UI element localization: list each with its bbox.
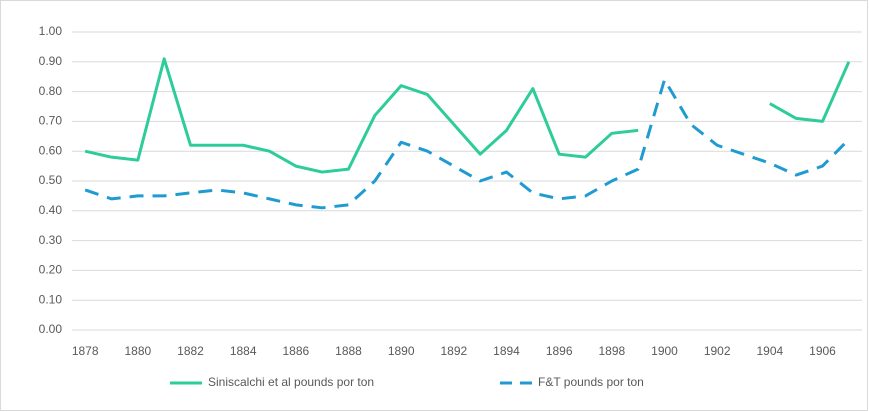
x-tick-label: 1888 bbox=[335, 344, 362, 358]
y-tick-label: 0.60 bbox=[39, 143, 63, 157]
y-tick-label: 0.90 bbox=[39, 54, 63, 68]
x-tick-label: 1894 bbox=[493, 344, 520, 358]
legend-label: Siniscalchi et al pounds por ton bbox=[208, 375, 374, 389]
y-tick-label: 0.80 bbox=[39, 84, 63, 98]
y-tick-label: 0.20 bbox=[39, 263, 63, 277]
x-tick-label: 1900 bbox=[651, 344, 678, 358]
y-tick-label: 0.50 bbox=[39, 173, 63, 187]
x-tick-label: 1904 bbox=[756, 344, 783, 358]
series-line bbox=[84, 57, 851, 174]
x-tick-label: 1892 bbox=[440, 344, 467, 358]
x-tick-label: 1886 bbox=[282, 344, 309, 358]
y-tick-label: 0.00 bbox=[39, 322, 63, 336]
x-tick-label: 1902 bbox=[704, 344, 731, 358]
y-tick-label: 1.00 bbox=[39, 24, 63, 38]
series-line bbox=[84, 78, 850, 210]
y-tick-label: 0.30 bbox=[39, 233, 63, 247]
x-tick-label: 1878 bbox=[72, 344, 99, 358]
legend-label: F&T pounds por ton bbox=[538, 375, 644, 389]
y-tick-label: 0.70 bbox=[39, 114, 63, 128]
x-tick-label: 1896 bbox=[546, 344, 573, 358]
x-tick-label: 1906 bbox=[809, 344, 836, 358]
x-tick-label: 1890 bbox=[388, 344, 415, 358]
x-tick-label: 1880 bbox=[124, 344, 151, 358]
y-tick-label: 0.40 bbox=[39, 203, 63, 217]
x-tick-label: 1898 bbox=[598, 344, 625, 358]
y-tick-label: 0.10 bbox=[39, 292, 63, 306]
x-tick-label: 1882 bbox=[177, 344, 204, 358]
x-tick-label: 1884 bbox=[230, 344, 257, 358]
